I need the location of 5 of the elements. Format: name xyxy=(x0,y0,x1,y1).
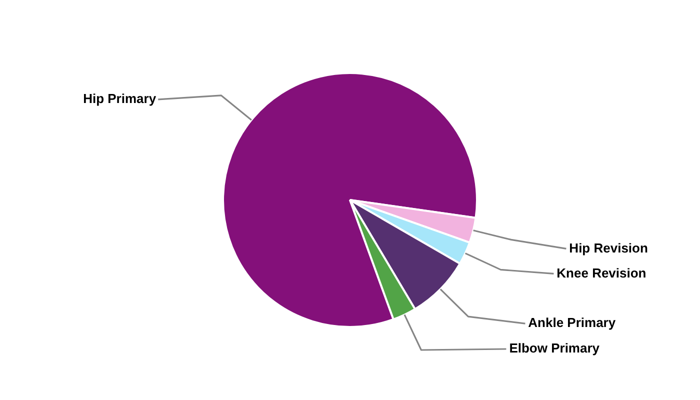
slice-label: Knee Revision xyxy=(556,265,646,280)
slice-label: Hip Revision xyxy=(569,240,648,256)
slice-label: Hip Primary xyxy=(83,91,157,106)
slice-label: Ankle Primary xyxy=(528,315,616,330)
slice-label: Elbow Primary xyxy=(509,340,600,356)
